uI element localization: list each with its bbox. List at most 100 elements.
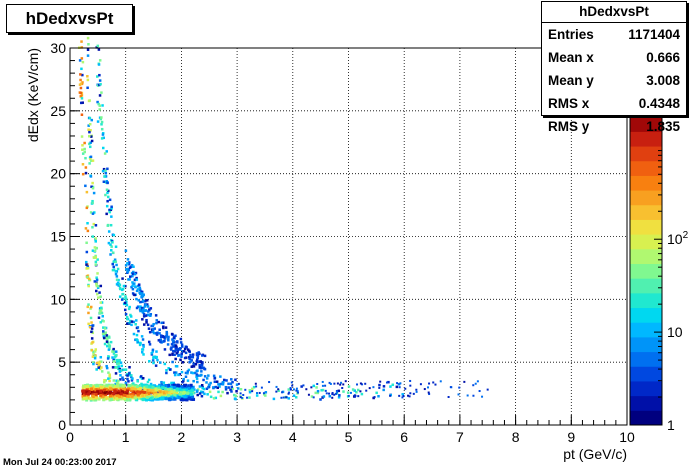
heatmap-cell — [202, 387, 206, 391]
heatmap-cell — [121, 395, 125, 399]
heatmap-cell — [339, 383, 342, 386]
heatmap-cell — [98, 361, 101, 364]
heatmap-cell — [167, 338, 170, 342]
heatmap-cell — [173, 393, 177, 397]
heatmap-cell — [112, 392, 116, 396]
heatmap-cell — [287, 388, 291, 391]
heatmap-cell — [164, 392, 168, 396]
heatmap-cell — [105, 204, 109, 208]
heatmap-cell — [89, 157, 92, 161]
heatmap-cell — [79, 91, 83, 95]
heatmap-cell — [123, 368, 126, 371]
heatmap-cell — [115, 263, 118, 267]
heatmap-cell — [154, 314, 158, 317]
heatmap-cell — [167, 383, 171, 387]
x-tick-label: 4 — [289, 429, 297, 445]
heatmap-cell — [92, 191, 96, 195]
heatmap-cell — [351, 388, 355, 391]
heatmap-cell — [142, 353, 145, 356]
heatmap-cell — [99, 393, 103, 397]
heatmap-cell — [102, 167, 106, 171]
heatmap-cell — [86, 264, 90, 268]
heatmap-cell — [165, 369, 168, 372]
heatmap-cell — [105, 364, 108, 368]
heatmap-cell — [342, 383, 345, 386]
heatmap-cell — [255, 394, 259, 397]
heatmap-cell — [119, 387, 123, 391]
heatmap-cell — [126, 389, 130, 393]
heatmap-cell — [226, 391, 229, 395]
heatmap-cell — [177, 396, 181, 400]
heatmap-cell — [99, 385, 103, 389]
z-tick-label: 102 — [667, 230, 689, 247]
heatmap-cell — [141, 318, 144, 321]
heatmap-cell — [162, 396, 166, 400]
heatmap-cell — [272, 397, 276, 401]
heatmap-cell — [130, 320, 134, 323]
heatmap-cell — [100, 370, 104, 373]
heatmap-cell — [336, 382, 339, 385]
heatmap-cell — [227, 382, 230, 386]
heatmap-cell — [217, 390, 220, 394]
heatmap-cell — [195, 358, 199, 361]
heatmap-cell — [87, 303, 90, 306]
timestamp: Mon Jul 24 00:23:00 2017 — [3, 457, 117, 468]
palette-swatch — [630, 322, 662, 338]
heatmap-cell — [155, 355, 158, 359]
heatmap-cell — [155, 350, 158, 353]
heatmap-cell — [472, 394, 475, 397]
heatmap-cell — [200, 364, 204, 367]
heatmap-cell — [122, 387, 126, 391]
stats-label: Entries — [548, 27, 594, 42]
heatmap-cell — [130, 392, 134, 396]
palette-swatch — [630, 366, 662, 382]
heatmap-cell — [178, 348, 182, 351]
heatmap-cell — [136, 305, 140, 308]
palette-swatch — [630, 160, 662, 176]
heatmap-cell — [150, 352, 153, 355]
heatmap-cell — [139, 300, 142, 304]
heatmap-cell — [119, 374, 122, 377]
heatmap-cell — [192, 379, 195, 383]
heatmap-cell — [171, 352, 174, 356]
heatmap-cell — [106, 195, 110, 199]
heatmap-cell — [132, 282, 135, 286]
heatmap-cell — [80, 67, 83, 71]
heatmap-cell — [112, 360, 116, 363]
heatmap-cell — [177, 347, 180, 351]
heatmap-cell — [201, 386, 204, 390]
heatmap-cell — [127, 268, 131, 272]
heatmap-cell — [106, 357, 110, 360]
heatmap-cell — [120, 288, 124, 292]
heatmap-cell — [79, 86, 83, 90]
heatmap-cell — [168, 386, 172, 390]
heatmap-cell — [135, 384, 139, 388]
y-tick-label: 20 — [50, 166, 66, 182]
heatmap-cell — [94, 240, 97, 243]
heatmap-cell — [123, 301, 127, 305]
palette-swatch — [630, 190, 662, 206]
heatmap-cell — [169, 348, 173, 351]
palette-swatch — [630, 410, 662, 426]
heatmap-cell — [152, 356, 155, 360]
heatmap-cell — [111, 356, 114, 359]
heatmap-cell — [109, 398, 113, 402]
heatmap-cell — [170, 390, 174, 394]
heatmap-cell — [115, 381, 119, 385]
heatmap-cell — [328, 392, 331, 395]
heatmap-cell — [176, 349, 179, 353]
heatmap-cell — [126, 317, 129, 321]
heatmap-cell — [173, 353, 176, 357]
heatmap-cell — [105, 180, 108, 183]
heatmap-cell — [88, 122, 92, 126]
heatmap-cell — [282, 396, 285, 399]
heatmap-cell — [100, 311, 104, 315]
heatmap-cell — [457, 393, 460, 396]
heatmap-cell — [233, 393, 236, 397]
heatmap-cell — [152, 391, 156, 395]
heatmap-cell — [262, 392, 265, 395]
heatmap-cell — [312, 384, 316, 388]
heatmap-cell — [198, 385, 202, 388]
heatmap-cell — [409, 392, 412, 395]
heatmap-cell — [151, 359, 155, 362]
